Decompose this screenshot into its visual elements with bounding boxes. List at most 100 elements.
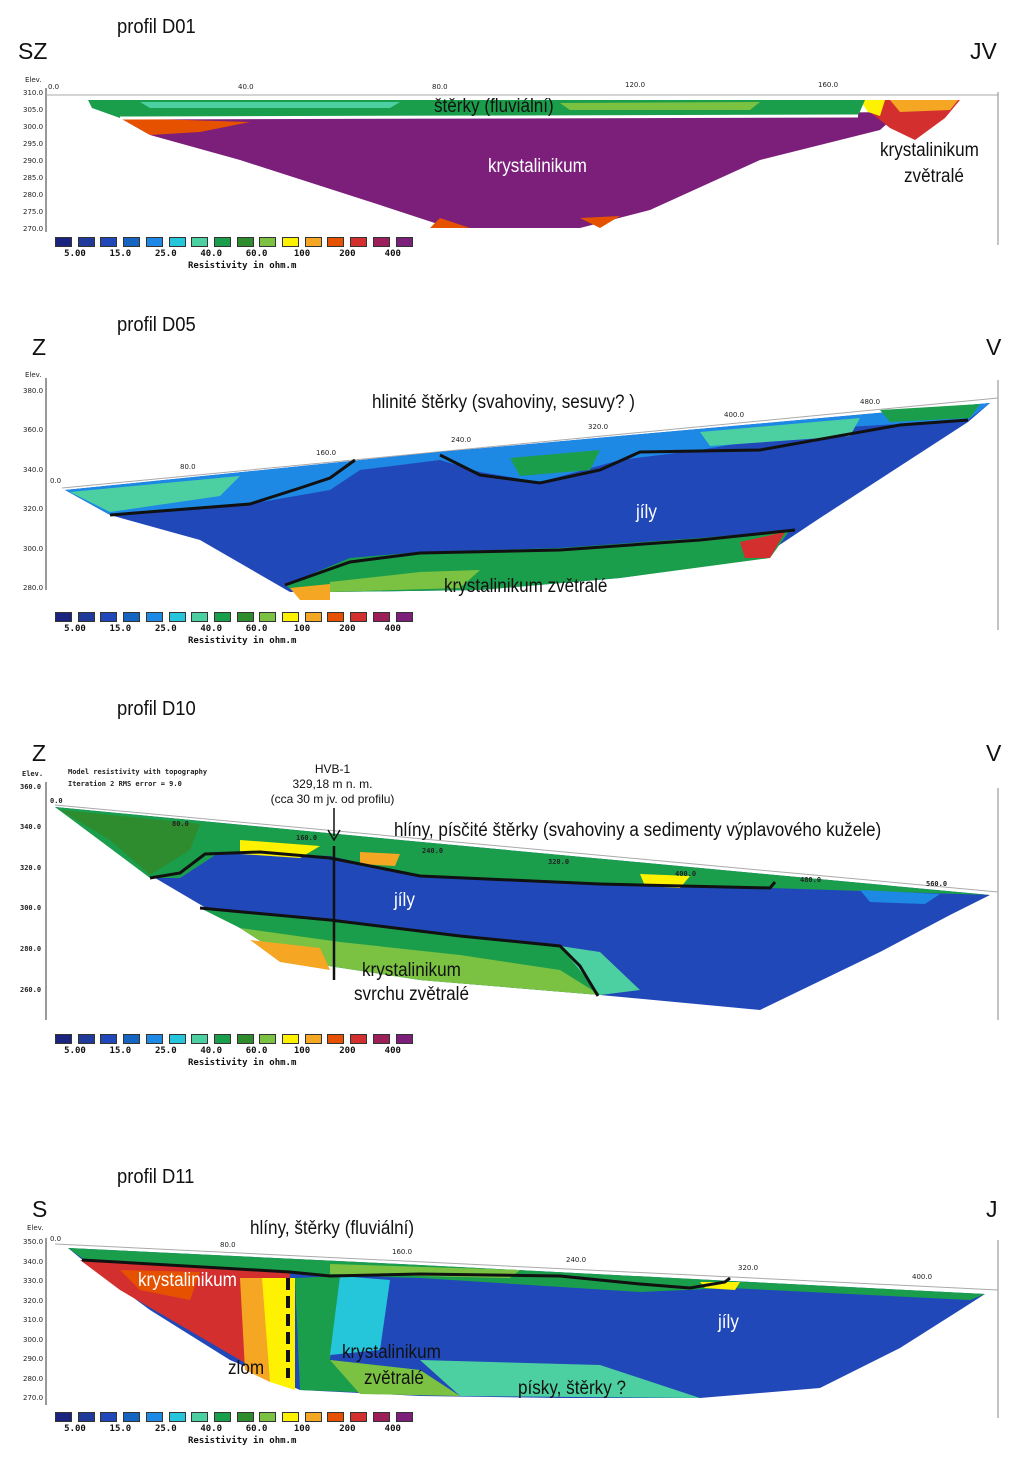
- surface-green-mid: [510, 450, 600, 476]
- well-name: HVB-1: [314, 762, 351, 776]
- x-tick: 480.0: [860, 398, 880, 406]
- panel-d05: 380.0 360.0 340.0 320.0 300.0 280.0 Elev…: [0, 300, 1024, 660]
- legend-swatch: [191, 237, 209, 247]
- panel-d10: 360.0 340.0 320.0 300.0 280.0 260.0 Elev…: [0, 690, 1024, 1080]
- x-tick: 40.0: [238, 83, 254, 91]
- right-direction: V: [986, 740, 1002, 766]
- legend-swatch: [100, 612, 118, 622]
- legend-swatch: [191, 1034, 209, 1044]
- x-tick: 80.0: [172, 820, 189, 828]
- weathered-left: [120, 118, 250, 135]
- legend-swatch: [282, 237, 299, 247]
- legend-label: 400: [384, 624, 401, 634]
- x-ticks-d05: 0.0 80.0 160.0 240.0 320.0 400.0 480.0: [50, 398, 880, 485]
- legend-swatch: [327, 1412, 345, 1422]
- legend-swatch: [259, 612, 277, 622]
- x-tick: 400.0: [724, 411, 744, 419]
- legend-swatch: [304, 237, 322, 247]
- y-tick: 340.0: [20, 823, 41, 831]
- x-tick: 240.0: [451, 436, 471, 444]
- weathered-yg: [330, 570, 480, 592]
- y-tick: 260.0: [20, 986, 41, 994]
- legend-swatch: [304, 1412, 322, 1422]
- panel-title: profil D11: [117, 1166, 195, 1188]
- elev-label: Elev.: [27, 1224, 44, 1232]
- legend-swatch: [395, 1412, 413, 1422]
- y-tick: 340.0: [23, 466, 43, 474]
- legend-swatch: [282, 1034, 299, 1044]
- legend-swatch: [168, 1412, 186, 1422]
- x-ticks-d01: 0.0 40.0 80.0 120.0 160.0: [48, 81, 838, 91]
- y-tick: 285.0: [23, 174, 43, 182]
- elev-label: Elev.: [22, 770, 43, 778]
- legend-label: 200: [339, 624, 356, 634]
- gravel-yellowgreen: [560, 102, 760, 110]
- section-d10-svg: 360.0 340.0 320.0 300.0 280.0 260.0 Elev…: [20, 768, 999, 1020]
- clay-body: [55, 807, 990, 1010]
- x-tick: 0.0: [50, 797, 63, 805]
- y-tick: 320.0: [23, 505, 43, 513]
- legend-label: 40.0: [200, 249, 223, 259]
- y-tick: 330.0: [23, 1277, 43, 1285]
- legend-swatch: [372, 612, 390, 622]
- legend-swatch: [259, 1034, 277, 1044]
- label-clay: jíly: [718, 1312, 739, 1333]
- label-fault: zlom: [228, 1358, 265, 1379]
- well-note: (cca 30 m jv. od profilu): [270, 792, 395, 806]
- legend-swatch: [168, 237, 186, 247]
- label-weathered: krystalinikum zvětralé: [444, 576, 608, 597]
- y-tick: 380.0: [23, 387, 43, 395]
- x-tick: 240.0: [566, 1256, 586, 1264]
- label-loams: hlíny, písčité štěrky (svahoviny a sedim…: [394, 820, 882, 841]
- legend-label: 200: [339, 249, 356, 259]
- legend-swatch: [145, 1412, 163, 1422]
- label-crystalline: krystalinikum: [362, 960, 461, 981]
- legend-label: 100: [293, 624, 311, 634]
- y-tick: 360.0: [23, 426, 43, 434]
- x-tick: 560.0: [926, 880, 947, 888]
- legend-swatch: [168, 612, 186, 622]
- legend-label: 40.0: [200, 1424, 223, 1434]
- legend-swatch: [123, 237, 141, 247]
- surface-layer: [68, 1248, 985, 1300]
- legend-swatch: [372, 237, 390, 247]
- y-tick: 280.0: [20, 945, 41, 953]
- left-direction: S: [32, 1196, 48, 1222]
- legend-label: 25.0: [154, 624, 177, 634]
- legend-caption: Resistivity in ohm.m: [188, 261, 297, 271]
- legend-swatch: [191, 1412, 209, 1422]
- weathered-bottom2: [580, 216, 620, 228]
- panel-title: profil D05: [117, 314, 196, 336]
- topo-line: [54, 804, 999, 893]
- legend-label: 100: [293, 1424, 311, 1434]
- weathered-yg: [240, 928, 600, 995]
- legend-swatch: [304, 612, 322, 622]
- legend-label: 400: [384, 1424, 401, 1434]
- y-tick: 350.0: [23, 1238, 43, 1246]
- section-d05-svg: 380.0 360.0 340.0 320.0 300.0 280.0 Elev…: [23, 371, 999, 630]
- legend-swatch: [213, 612, 231, 622]
- left-direction: Z: [32, 740, 47, 766]
- legend-label: 60.0: [245, 624, 268, 634]
- legend-label: 40.0: [200, 1046, 223, 1056]
- legend-swatch: [327, 612, 345, 622]
- crystalline-orange: [120, 1270, 200, 1300]
- topo-line: [54, 1243, 999, 1291]
- weathered-orange: [290, 584, 330, 600]
- legend-swatch: [213, 1034, 231, 1044]
- legend-swatch: [395, 612, 413, 622]
- x-tick: 160.0: [818, 81, 838, 89]
- legend-swatch: [100, 237, 118, 247]
- crystalline-body: [120, 112, 900, 228]
- legend-swatch: [236, 237, 254, 247]
- legend-swatch: [77, 1034, 95, 1044]
- weathered-right-yellow: [860, 100, 885, 116]
- resistivity-legend: 5.00 15.0 25.0 40.0 60.0 100 200 400 Resistivity…: [55, 612, 445, 646]
- x-tick: 80.0: [220, 1241, 236, 1249]
- legend-swatch: [145, 237, 163, 247]
- y-tick: 270.0: [23, 1394, 43, 1402]
- label-crystalline-right: krystalinikum: [880, 140, 979, 161]
- white-boundary: [119, 114, 859, 120]
- y-ticks-d11: 350.0 340.0 330.0 320.0 310.0 300.0 290.…: [23, 1238, 43, 1402]
- x-tick: 0.0: [50, 1235, 61, 1243]
